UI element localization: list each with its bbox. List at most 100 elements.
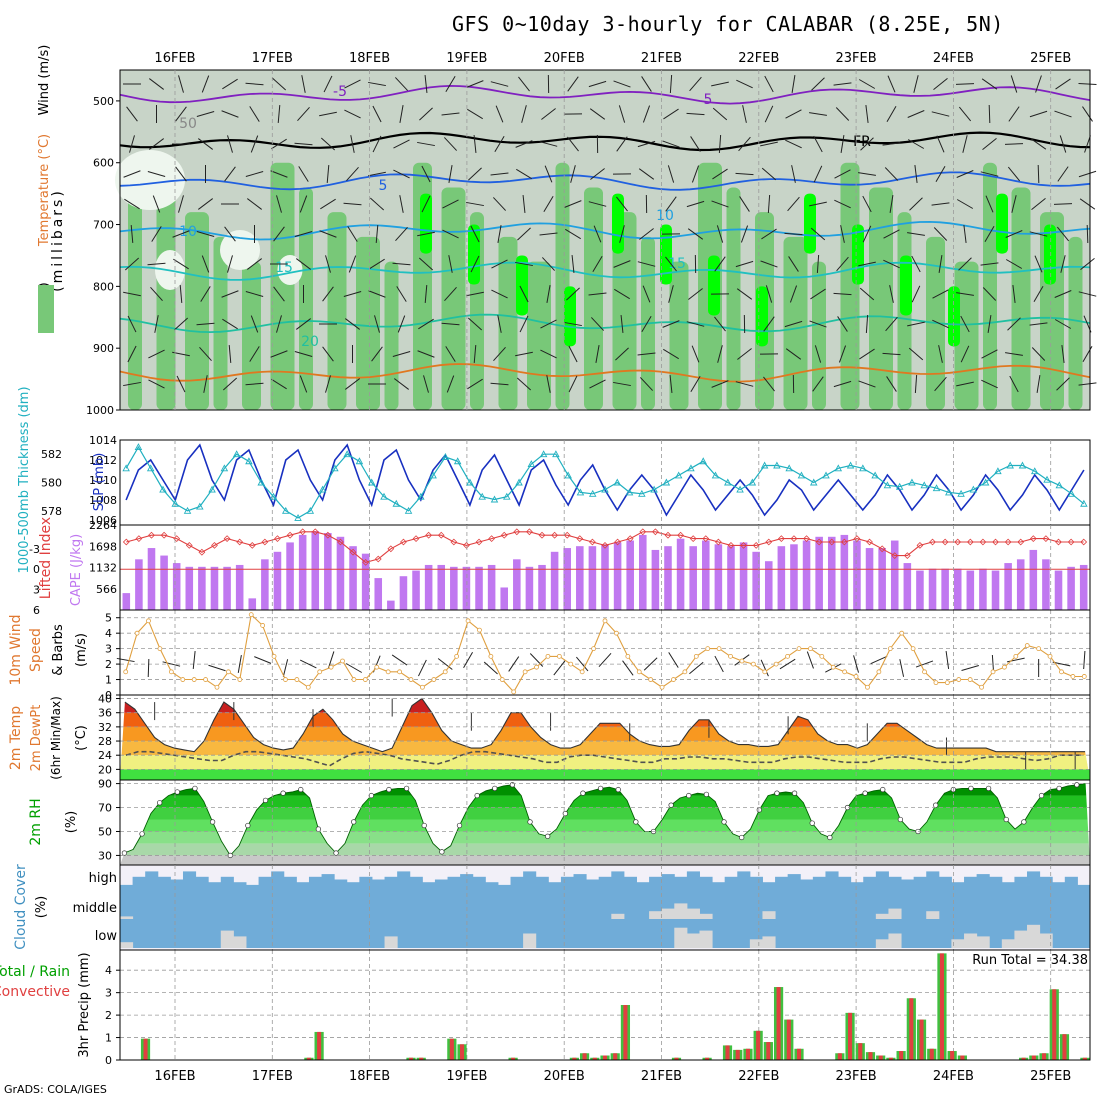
wind-barb: [984, 225, 995, 243]
rh2m-point: [933, 802, 939, 808]
cape-bar: [991, 570, 1000, 610]
wind-barb: [938, 345, 943, 363]
wind-speed-point: [830, 664, 836, 670]
wind-barb: [853, 655, 860, 673]
wind-barb: [348, 255, 357, 273]
precip-convective-bar: [1062, 1034, 1067, 1060]
cloud-high-block: [573, 874, 587, 893]
rh-moist-column: [299, 187, 313, 410]
date-label-bottom: 24FEB: [933, 1069, 974, 1084]
wind-barb: [689, 76, 702, 92]
rh-moist-column: [983, 162, 997, 410]
wind-barb: [417, 141, 435, 147]
wind-barb: [982, 137, 997, 151]
temperature-contour: [119, 363, 1091, 383]
rh2m-point: [439, 849, 445, 855]
wind-speed-point: [614, 630, 619, 636]
precip-axis-label: 3hr Precip (mm): [77, 952, 92, 1057]
wind-barb: [858, 79, 876, 89]
y-tick-label: 0: [105, 689, 112, 702]
precip-convective-bar: [572, 1057, 577, 1060]
rh-dry-patch: [277, 255, 303, 285]
rh2m-point: [174, 789, 180, 795]
thickness-point: [196, 502, 204, 510]
cape-bar: [487, 564, 496, 610]
contour-label: 15: [668, 256, 686, 272]
rh-band: [120, 783, 1090, 796]
wind-barb: [375, 224, 379, 244]
cloud-low-gap: [964, 933, 978, 948]
wind-barb: [393, 169, 410, 179]
rh2m-point: [597, 785, 604, 792]
wind-barb: [883, 259, 900, 269]
lifted-index-point: [689, 535, 697, 542]
lifted-index-point: [765, 538, 773, 546]
rh-saturated-patch: [900, 255, 912, 316]
rh-band: [120, 855, 1090, 865]
cape-bar: [475, 566, 483, 610]
y-tick-label: 2: [105, 1009, 112, 1022]
thickness-point: [785, 464, 793, 472]
wind-barb: [882, 352, 901, 356]
wind-barb: [789, 285, 798, 303]
cape-tick-label: 566: [96, 583, 117, 596]
cloud-high-block: [812, 876, 826, 893]
wind-barb: [394, 378, 409, 390]
wind-barb: [588, 80, 607, 88]
lifted-index-point: [828, 538, 836, 546]
temperature-contour: [119, 84, 1091, 105]
wind-barb: [150, 286, 163, 302]
cape-bar: [525, 566, 534, 610]
precip-convective-bar: [939, 953, 944, 1060]
thickness-point: [994, 467, 1002, 475]
cloud-high-block: [1027, 871, 1041, 893]
y-tick-label: 1000: [86, 404, 114, 417]
wind-barb: [788, 256, 799, 272]
wind-barb: [541, 257, 556, 271]
wind-barb: [173, 258, 189, 270]
thickness-point: [822, 471, 830, 479]
rh2m-axis-label: 2m RH: [28, 798, 44, 845]
cape-bar: [576, 546, 584, 610]
rh-moist-column: [327, 212, 347, 410]
wind-barb: [962, 135, 968, 153]
thickness-point: [134, 443, 143, 451]
cape-bar: [689, 546, 697, 610]
wind-barb: [178, 195, 184, 213]
wind-barb: [368, 171, 386, 177]
wind-barb: [147, 171, 166, 177]
wind-barb: [394, 77, 409, 91]
cloud-low-gap: [233, 936, 247, 948]
contour-label: 10: [656, 208, 674, 224]
wind-barb: [346, 166, 359, 182]
cape-bar: [550, 551, 559, 610]
cape-bar: [235, 564, 244, 610]
lifted-index-point: [576, 535, 584, 542]
wind-barb: [294, 351, 313, 357]
precip-convective-bar: [623, 1005, 628, 1060]
lifted-index-point: [853, 535, 861, 542]
wind-barb: [988, 104, 991, 124]
wind-barb: [446, 375, 455, 393]
wind-barb: [1012, 285, 1016, 303]
wind-barb: [493, 346, 506, 362]
rh2m-panel: 30 50 70 90 2m RH (%): [28, 778, 1091, 866]
wind-barb: [224, 226, 236, 242]
thickness-point: [478, 492, 486, 500]
wind-speed-point: [865, 684, 870, 690]
cape-bar: [147, 548, 156, 610]
wind-speed-point: [123, 669, 129, 675]
wind-barb: [1031, 347, 1046, 361]
thickness-point: [969, 485, 978, 493]
wind-barb: [816, 254, 820, 274]
rh2m-point: [121, 850, 128, 856]
thickness-point: [724, 478, 732, 486]
wind-barb: [598, 652, 612, 668]
wind-barb: [148, 349, 165, 359]
wind-barb: [276, 315, 282, 333]
cape-bar: [399, 576, 408, 610]
wind-barb: [299, 375, 308, 393]
wind-barb: [347, 226, 358, 242]
wind-speed-point: [340, 658, 345, 664]
thickness-point: [1018, 461, 1027, 469]
